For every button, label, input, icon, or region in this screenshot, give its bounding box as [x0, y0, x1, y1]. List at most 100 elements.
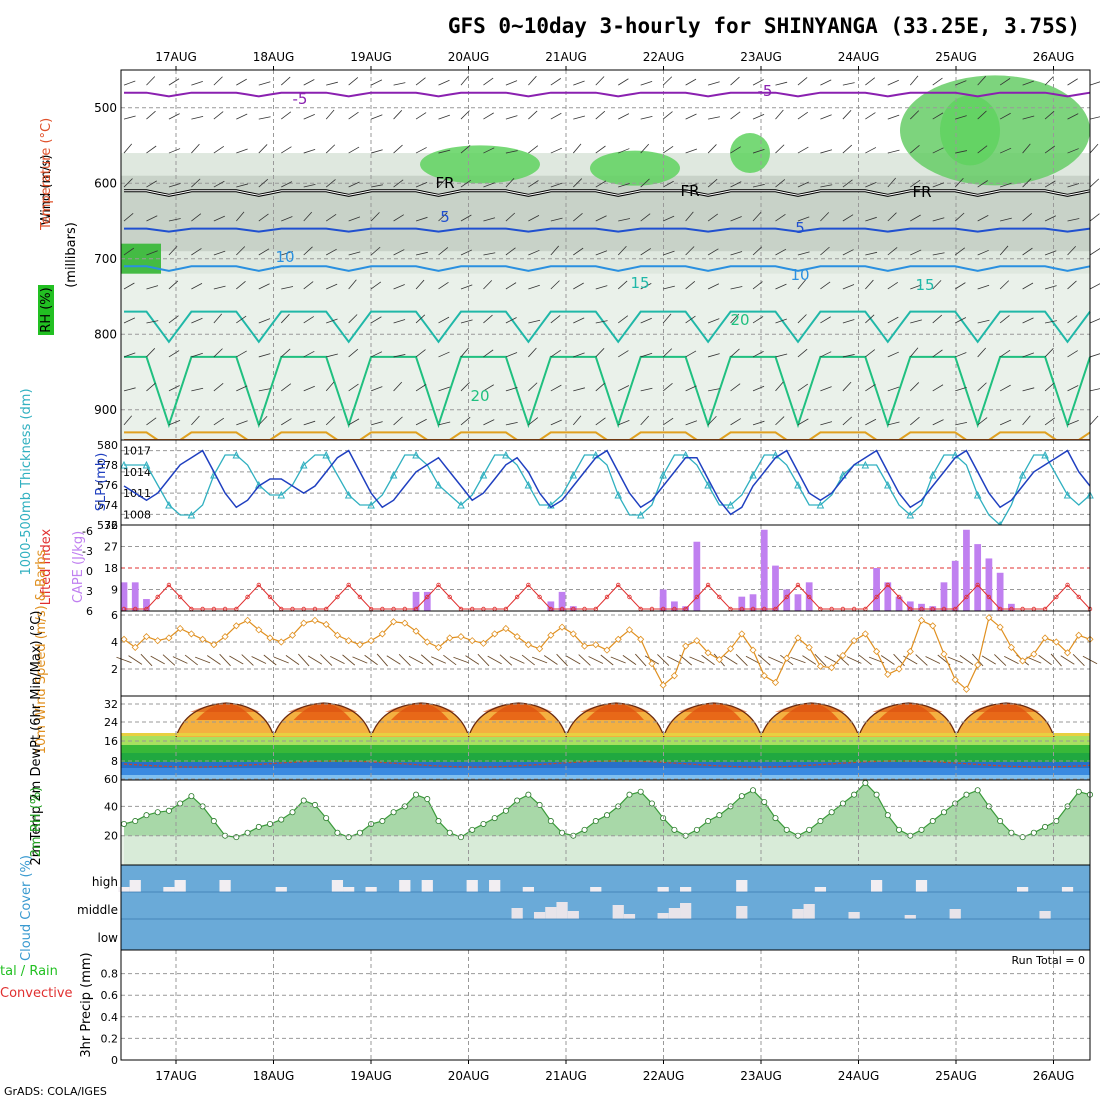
wind-barb	[932, 77, 943, 86]
rh-point	[267, 820, 274, 827]
surface-wind-panel: 2 4 6	[111, 609, 1098, 697]
cape-bar	[873, 568, 880, 611]
wind-barb	[460, 319, 473, 324]
cloud-clear-middle	[904, 915, 916, 919]
lifted-point	[256, 582, 261, 588]
cape-bar	[951, 560, 959, 611]
surface-wind-barb	[915, 654, 928, 666]
wind-barb	[977, 382, 987, 392]
lifted-point	[177, 594, 183, 600]
wind-barb	[730, 216, 742, 222]
temp-line	[955, 702, 1055, 738]
wind-barb	[730, 383, 741, 392]
wind-barb	[685, 420, 698, 426]
rh-point	[817, 818, 824, 825]
wind-barb	[1022, 282, 1034, 290]
wind-barb	[326, 318, 338, 324]
surface-wind-barb	[735, 654, 748, 666]
wind-barb	[550, 315, 561, 324]
wind-barb	[595, 348, 605, 358]
wind-speed-point	[300, 619, 308, 627]
wind-barb	[123, 115, 136, 120]
wind-barb	[438, 149, 451, 154]
wind-barb	[932, 384, 944, 392]
surface-wind-barb	[588, 656, 604, 664]
surface-wind-barb	[194, 656, 211, 664]
wind-barb	[393, 179, 404, 188]
wind-barb	[910, 319, 922, 324]
wind-barb	[640, 81, 653, 86]
surface-wind-barb	[947, 656, 963, 664]
surface-wind-barb	[521, 654, 535, 666]
wind-barb	[842, 284, 855, 290]
wind-barb	[775, 81, 788, 86]
wind-barb	[977, 319, 990, 324]
wind-speed-point	[828, 664, 836, 672]
rh-point	[761, 798, 768, 805]
cloud-clear-middle	[1039, 911, 1051, 919]
wind-barb	[1089, 178, 1100, 188]
wind-speed-point	[232, 622, 240, 630]
wind-barb	[460, 110, 470, 120]
cloud-clear-high	[657, 887, 669, 892]
wind-barb	[168, 350, 180, 358]
wind-barb	[438, 386, 450, 392]
precip-bg	[121, 950, 1090, 1060]
cloud-clear-high	[174, 880, 186, 892]
wind-barb	[618, 148, 630, 154]
wind-barb	[932, 182, 945, 188]
lifted-point	[335, 594, 340, 600]
surface-wind-barb	[229, 655, 244, 665]
wind-barb	[146, 285, 159, 290]
date-label-top: 21AUG	[545, 50, 587, 64]
precip-ytick: 0.2	[101, 1032, 119, 1045]
wind-barb	[775, 416, 785, 426]
wind-speed-point	[390, 618, 398, 626]
rh-point	[940, 809, 947, 816]
wind-barb	[662, 180, 674, 188]
cape-bar	[783, 589, 791, 611]
wind-barb	[370, 386, 383, 392]
cloud-label: Cloud Cover (%)	[19, 855, 34, 961]
wind-barb	[146, 250, 158, 256]
wind-barb	[910, 214, 921, 222]
wind-barb	[977, 75, 987, 86]
wind-barb	[1044, 285, 1057, 290]
wind-barb	[955, 387, 967, 392]
surface-wind-barb	[836, 654, 850, 666]
wind-barb	[258, 144, 268, 154]
rh-point	[750, 787, 757, 794]
wind-barb	[438, 316, 450, 324]
wind-barb	[662, 383, 673, 392]
wind-barb	[370, 212, 380, 222]
wind-barb	[393, 144, 403, 154]
wind-barb	[663, 215, 675, 222]
wind-barb	[438, 247, 449, 256]
surface-wind-barb	[1038, 654, 1052, 666]
rh-point	[581, 826, 588, 833]
freezing-level-contour-inner	[124, 190, 1091, 196]
wind-speed-point	[457, 633, 465, 641]
rh-point	[334, 829, 341, 836]
wind-speed-point	[1030, 650, 1038, 658]
wind-speed-point	[165, 634, 173, 642]
wind-barb	[528, 319, 541, 324]
rh-point	[896, 826, 903, 833]
wind-barb	[707, 415, 717, 426]
rh-point	[806, 826, 813, 833]
cape-bar	[985, 558, 993, 611]
wind-barb	[752, 211, 762, 222]
wind-barb	[146, 320, 159, 324]
wind-barb	[168, 280, 179, 290]
thickness-point	[277, 490, 286, 499]
wind-barb	[460, 382, 470, 392]
surface-wind-barb	[273, 656, 289, 664]
wind-barb	[752, 281, 763, 290]
rh-point	[918, 826, 925, 833]
date-label-bottom: 19AUG	[350, 1069, 392, 1083]
wind-barb	[910, 249, 922, 256]
wind-speed-point	[704, 649, 712, 657]
wind-barb	[483, 384, 494, 392]
wind-barb	[999, 315, 1010, 324]
rh-point	[884, 812, 891, 819]
